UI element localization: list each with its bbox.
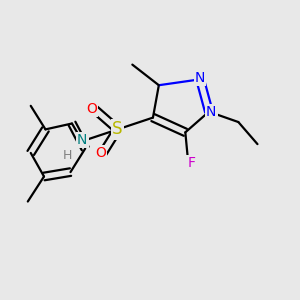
Text: N: N (206, 105, 216, 119)
Text: S: S (112, 120, 123, 138)
Text: H: H (62, 149, 72, 162)
Text: N: N (195, 71, 205, 85)
Text: N: N (77, 133, 88, 147)
Text: O: O (95, 146, 106, 160)
Text: O: O (86, 102, 97, 116)
Text: F: F (187, 156, 195, 170)
